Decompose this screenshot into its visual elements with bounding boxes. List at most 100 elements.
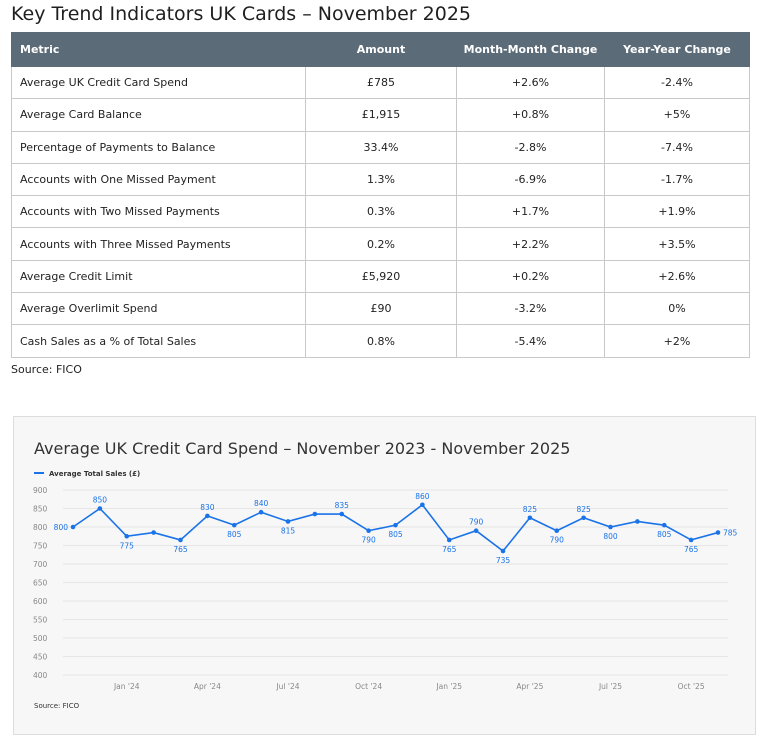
data-point (312, 511, 318, 517)
table-cell: 0.2% (305, 227, 457, 261)
y-tick-label: 850 (33, 505, 48, 514)
y-tick-label: 750 (33, 542, 48, 551)
chart-title: Average UK Credit Card Spend – November … (34, 439, 571, 458)
table-cell: Accounts with Two Missed Payments (11, 195, 306, 229)
table-cell: Average UK Credit Card Spend (11, 65, 306, 100)
legend-label: Average Total Sales (£) (49, 470, 140, 478)
x-tick-label: Jul '24 (275, 682, 299, 691)
table-cell: -2.8% (456, 130, 605, 164)
table-row: Average UK Credit Card Spend £785 +2.6% -2.… (11, 65, 750, 100)
x-tick-label: Jul '25 (598, 682, 622, 691)
data-label: 805 (657, 530, 672, 539)
table-cell: Percentage of Payments to Balance (11, 130, 306, 164)
table-cell: Average Card Balance (11, 98, 306, 132)
data-label: 835 (335, 501, 350, 510)
data-point (205, 513, 210, 519)
table-row: Accounts with Three Missed Payments 0.2% +… (11, 227, 750, 261)
data-point (124, 533, 130, 539)
data-label: 815 (281, 526, 296, 535)
x-tick-label: Apr '24 (194, 682, 221, 691)
data-point (393, 522, 398, 528)
table-cell: £5,920 (305, 259, 457, 294)
data-point (366, 528, 371, 533)
table-header: Metric Amount Month-Month Change Year-Year … (11, 32, 750, 67)
table-cell: £785 (305, 65, 457, 100)
data-label: 830 (200, 503, 215, 512)
data-label: 860 (415, 492, 430, 501)
data-label: 800 (54, 523, 69, 532)
table-cell: Cash Sales as a % of Total Sales (11, 324, 306, 358)
table-cell: +1.9% (604, 195, 750, 229)
data-label: 805 (227, 530, 242, 539)
data-point (715, 530, 721, 535)
table-cell: -5.4% (456, 324, 605, 358)
x-tick-label: Apr '25 (516, 682, 543, 691)
table-cell: +1.7% (456, 195, 605, 229)
line-chart: Average Total Sales (£) 400 450 500 550 600 65… (33, 470, 738, 710)
table-cell: 0.8% (305, 324, 457, 358)
y-tick-label: 550 (33, 616, 48, 625)
data-point (97, 506, 103, 511)
data-point (581, 515, 586, 521)
table-cell: Average Overlimit Spend (11, 292, 306, 326)
y-tick-label: 650 (33, 579, 48, 588)
table-cell: 0.3% (305, 195, 457, 229)
table-row: Average Overlimit Spend £90 -3.2% 0% (11, 292, 750, 326)
table-row: Average Credit Limit £5,920 +0.2% +2.6% (11, 259, 750, 294)
data-point (178, 537, 183, 543)
table-row: Accounts with One Missed Payment 1.3% -6.9… (11, 162, 750, 197)
table-cell: -6.9% (456, 162, 605, 197)
data-point (473, 528, 479, 533)
y-tick-label: 800 (33, 523, 48, 532)
data-point (151, 530, 156, 535)
data-label: 840 (254, 499, 269, 508)
data-label: 825 (576, 505, 591, 514)
data-point (446, 537, 452, 543)
table-cell: 1.3% (305, 162, 457, 197)
table-cell: -7.4% (604, 130, 750, 164)
data-point (258, 509, 264, 515)
data-label: 765 (173, 545, 188, 554)
data-point (420, 502, 425, 508)
y-tick-label: 500 (33, 634, 48, 643)
data-point (608, 524, 613, 530)
table-source: Source: FICO (11, 363, 82, 376)
table-cell: £1,915 (305, 98, 457, 132)
data-point (339, 511, 345, 517)
column-header: Year-Year Change (604, 32, 750, 67)
table-cell: £90 (305, 292, 457, 326)
data-point (500, 548, 506, 554)
data-label: 800 (603, 532, 618, 541)
data-point (661, 522, 667, 528)
table-cell: +5% (604, 98, 750, 132)
data-point (231, 522, 237, 528)
column-header: Amount (305, 32, 457, 67)
indicators-table: Metric Amount Month-Month Change Year-Year … (11, 32, 750, 358)
table-cell: +0.2% (456, 259, 605, 294)
table-cell: 0% (604, 292, 750, 326)
data-label: 825 (523, 505, 538, 514)
data-label: 735 (496, 556, 511, 565)
data-label: 805 (388, 530, 403, 539)
data-point (635, 519, 640, 524)
table-cell: +0.8% (456, 98, 605, 132)
table-cell: +2.6% (604, 259, 750, 294)
data-label: 765 (442, 545, 457, 554)
chart-source: Source: FICO (34, 702, 80, 710)
data-point (70, 524, 76, 530)
table-cell: Accounts with Three Missed Payments (11, 227, 306, 261)
y-tick-label: 450 (33, 653, 48, 662)
page-title: Key Trend Indicators UK Cards – November… (11, 3, 471, 25)
column-header: Month-Month Change (456, 32, 605, 67)
chart-panel: Average UK Credit Card Spend – November … (13, 416, 756, 735)
column-header: Metric (11, 32, 306, 67)
table-cell: +2.2% (456, 227, 605, 261)
y-tick-label: 600 (33, 597, 48, 606)
series-line (72, 503, 719, 553)
table-cell: 33.4% (305, 130, 457, 164)
y-tick-label: 400 (33, 671, 48, 680)
y-tick-label: 700 (33, 560, 48, 569)
x-tick-label: Jan '25 (435, 682, 462, 691)
table-cell: -3.2% (456, 292, 605, 326)
table-row: Percentage of Payments to Balance 33.4% -2… (11, 130, 750, 164)
